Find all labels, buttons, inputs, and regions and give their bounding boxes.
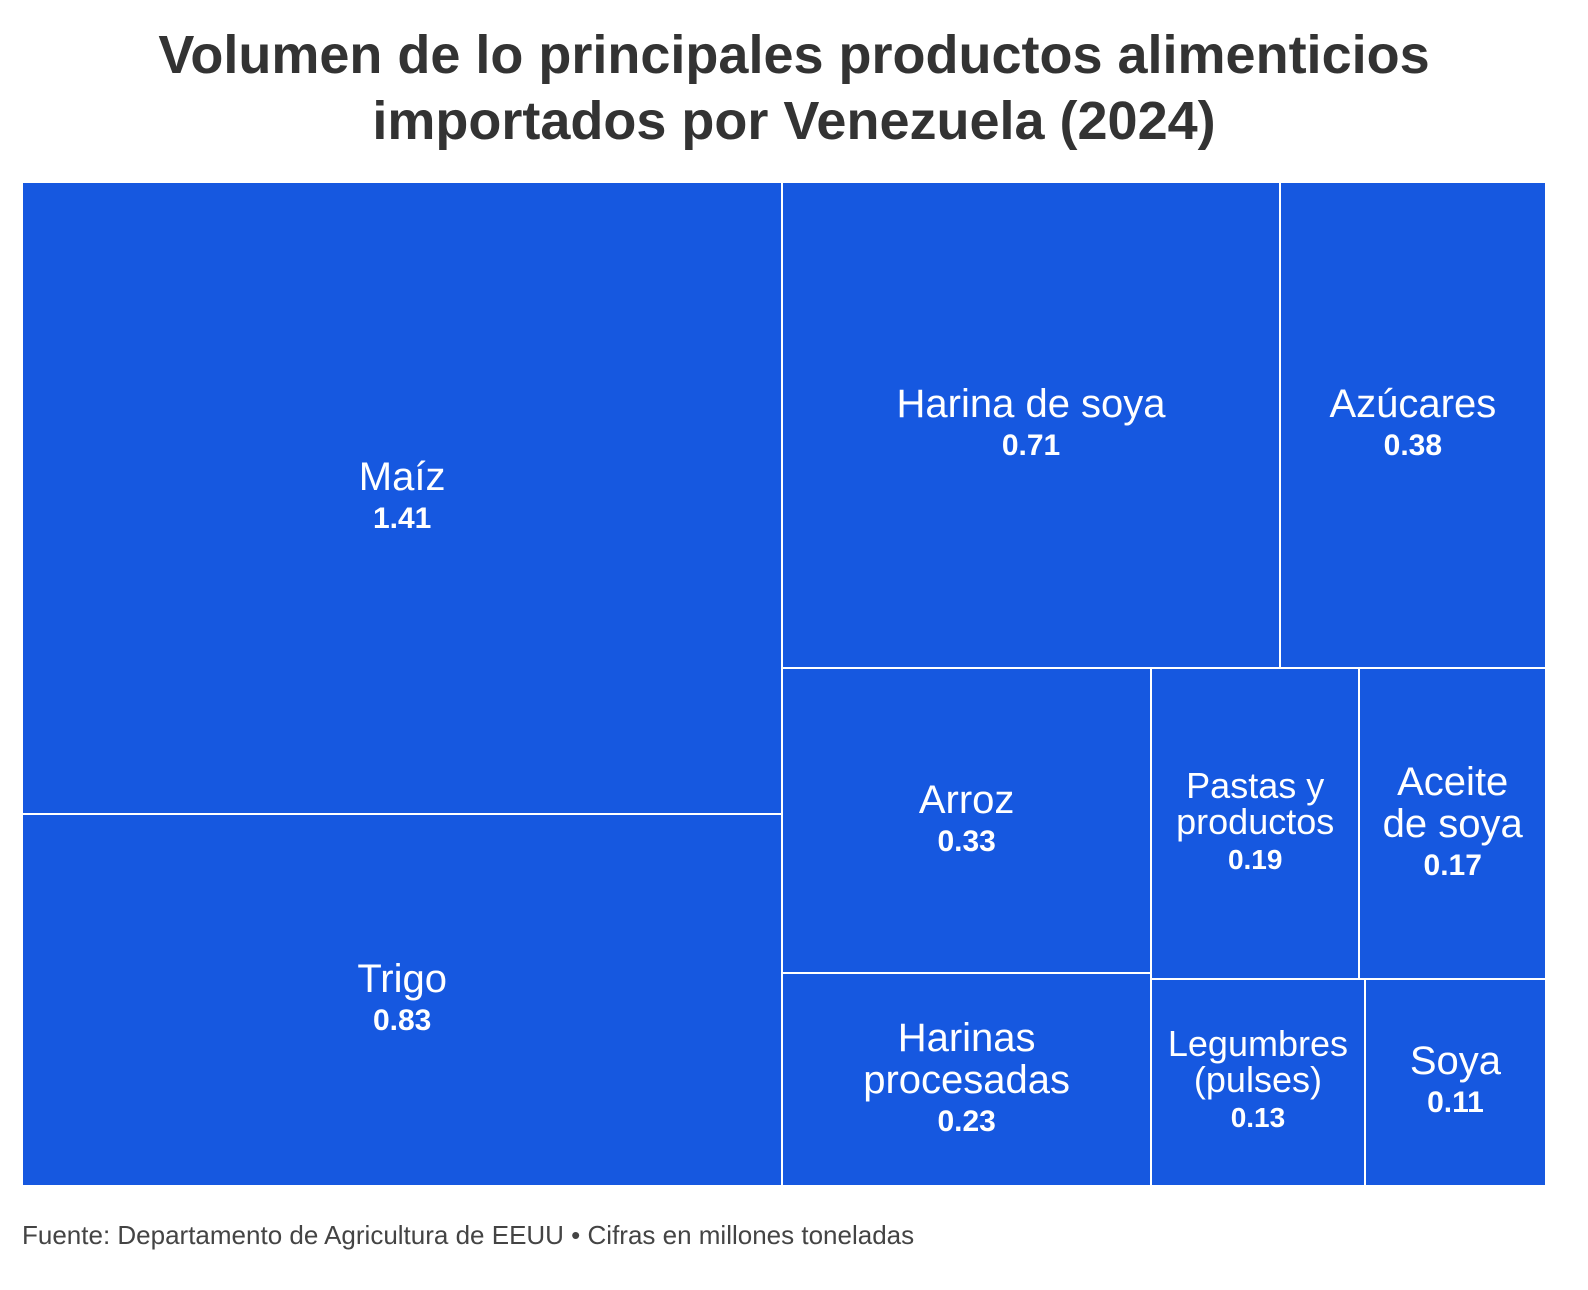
treemap-tile-arroz: Arroz 0.33 — [782, 668, 1151, 974]
tile-label: Maíz — [358, 454, 446, 499]
tile-label: Aceite de soya — [1382, 759, 1523, 846]
treemap-tile-maiz: Maíz 1.41 — [22, 182, 783, 814]
tile-value: 0.71 — [1001, 429, 1061, 463]
tile-text-group: Azúcares 0.38 — [1329, 383, 1496, 467]
tile-text-group: Legumbres (pulses) 0.13 — [1168, 1026, 1348, 1138]
tile-value: 0.19 — [1227, 843, 1283, 875]
treemap: Maíz 1.41 Trigo 0.83 Harina de soya 0.71 Azúca… — [22, 182, 1546, 1186]
chart-title-line-1: Volumen de lo principales productos alim… — [158, 25, 1430, 85]
treemap-tile-harina-de-soya: Harina de soya 0.71 — [782, 182, 1280, 669]
treemap-tile-legumbres-pulses: Legumbres (pulses) 0.13 — [1150, 978, 1365, 1186]
chart-title-line-2: importados por Venezuela (2024) — [372, 91, 1216, 151]
tile-text-group: Harinas procesadas 0.23 — [863, 1017, 1070, 1143]
tile-value: 0.83 — [372, 1003, 432, 1037]
treemap-tile-trigo: Trigo 0.83 — [22, 813, 783, 1186]
chart-title: Volumen de lo principales productos alim… — [0, 22, 1588, 154]
tile-label: Trigo — [357, 956, 447, 1001]
tile-label: Harina de soya — [896, 382, 1166, 427]
treemap-tile-soya: Soya 0.11 — [1364, 978, 1546, 1186]
tile-value: 0.23 — [937, 1104, 996, 1138]
tile-text-group: Arroz 0.33 — [919, 779, 1015, 863]
tile-value: 0.38 — [1383, 429, 1443, 463]
tile-value: 0.11 — [1427, 1086, 1484, 1120]
tile-text-group: Trigo 0.83 — [357, 958, 447, 1042]
tile-value: 0.13 — [1230, 1102, 1286, 1134]
tile-value: 0.33 — [937, 824, 996, 858]
treemap-tile-aceite-de-soya: Aceite de soya 0.17 — [1359, 668, 1546, 979]
tile-text-group: Soya 0.11 — [1410, 1040, 1501, 1124]
tile-text-group: Aceite de soya 0.17 — [1383, 761, 1523, 887]
tile-text-group: Maíz 1.41 — [359, 456, 446, 540]
treemap-tile-azucares: Azúcares 0.38 — [1279, 182, 1546, 669]
treemap-tile-harinas-procesadas: Harinas procesadas 0.23 — [782, 973, 1151, 1186]
tile-text-group: Harina de soya 0.71 — [897, 383, 1166, 467]
tile-label: Azúcares — [1329, 382, 1497, 427]
tile-label: Arroz — [918, 777, 1015, 822]
tile-value: 1.41 — [372, 501, 432, 535]
tile-value: 0.17 — [1423, 848, 1482, 882]
tile-label: Harinas procesadas — [863, 1015, 1071, 1102]
tile-label: Soya — [1409, 1039, 1502, 1084]
tile-label: Legumbres (pulses) — [1167, 1023, 1348, 1101]
treemap-tile-pastas-y-productos: Pastas y productos 0.19 — [1150, 668, 1360, 979]
tile-text-group: Pastas y productos 0.19 — [1176, 764, 1335, 880]
tile-label: Pastas y productos — [1176, 764, 1335, 842]
chart-source: Fuente: Departamento de Agricultura de E… — [22, 1220, 915, 1250]
